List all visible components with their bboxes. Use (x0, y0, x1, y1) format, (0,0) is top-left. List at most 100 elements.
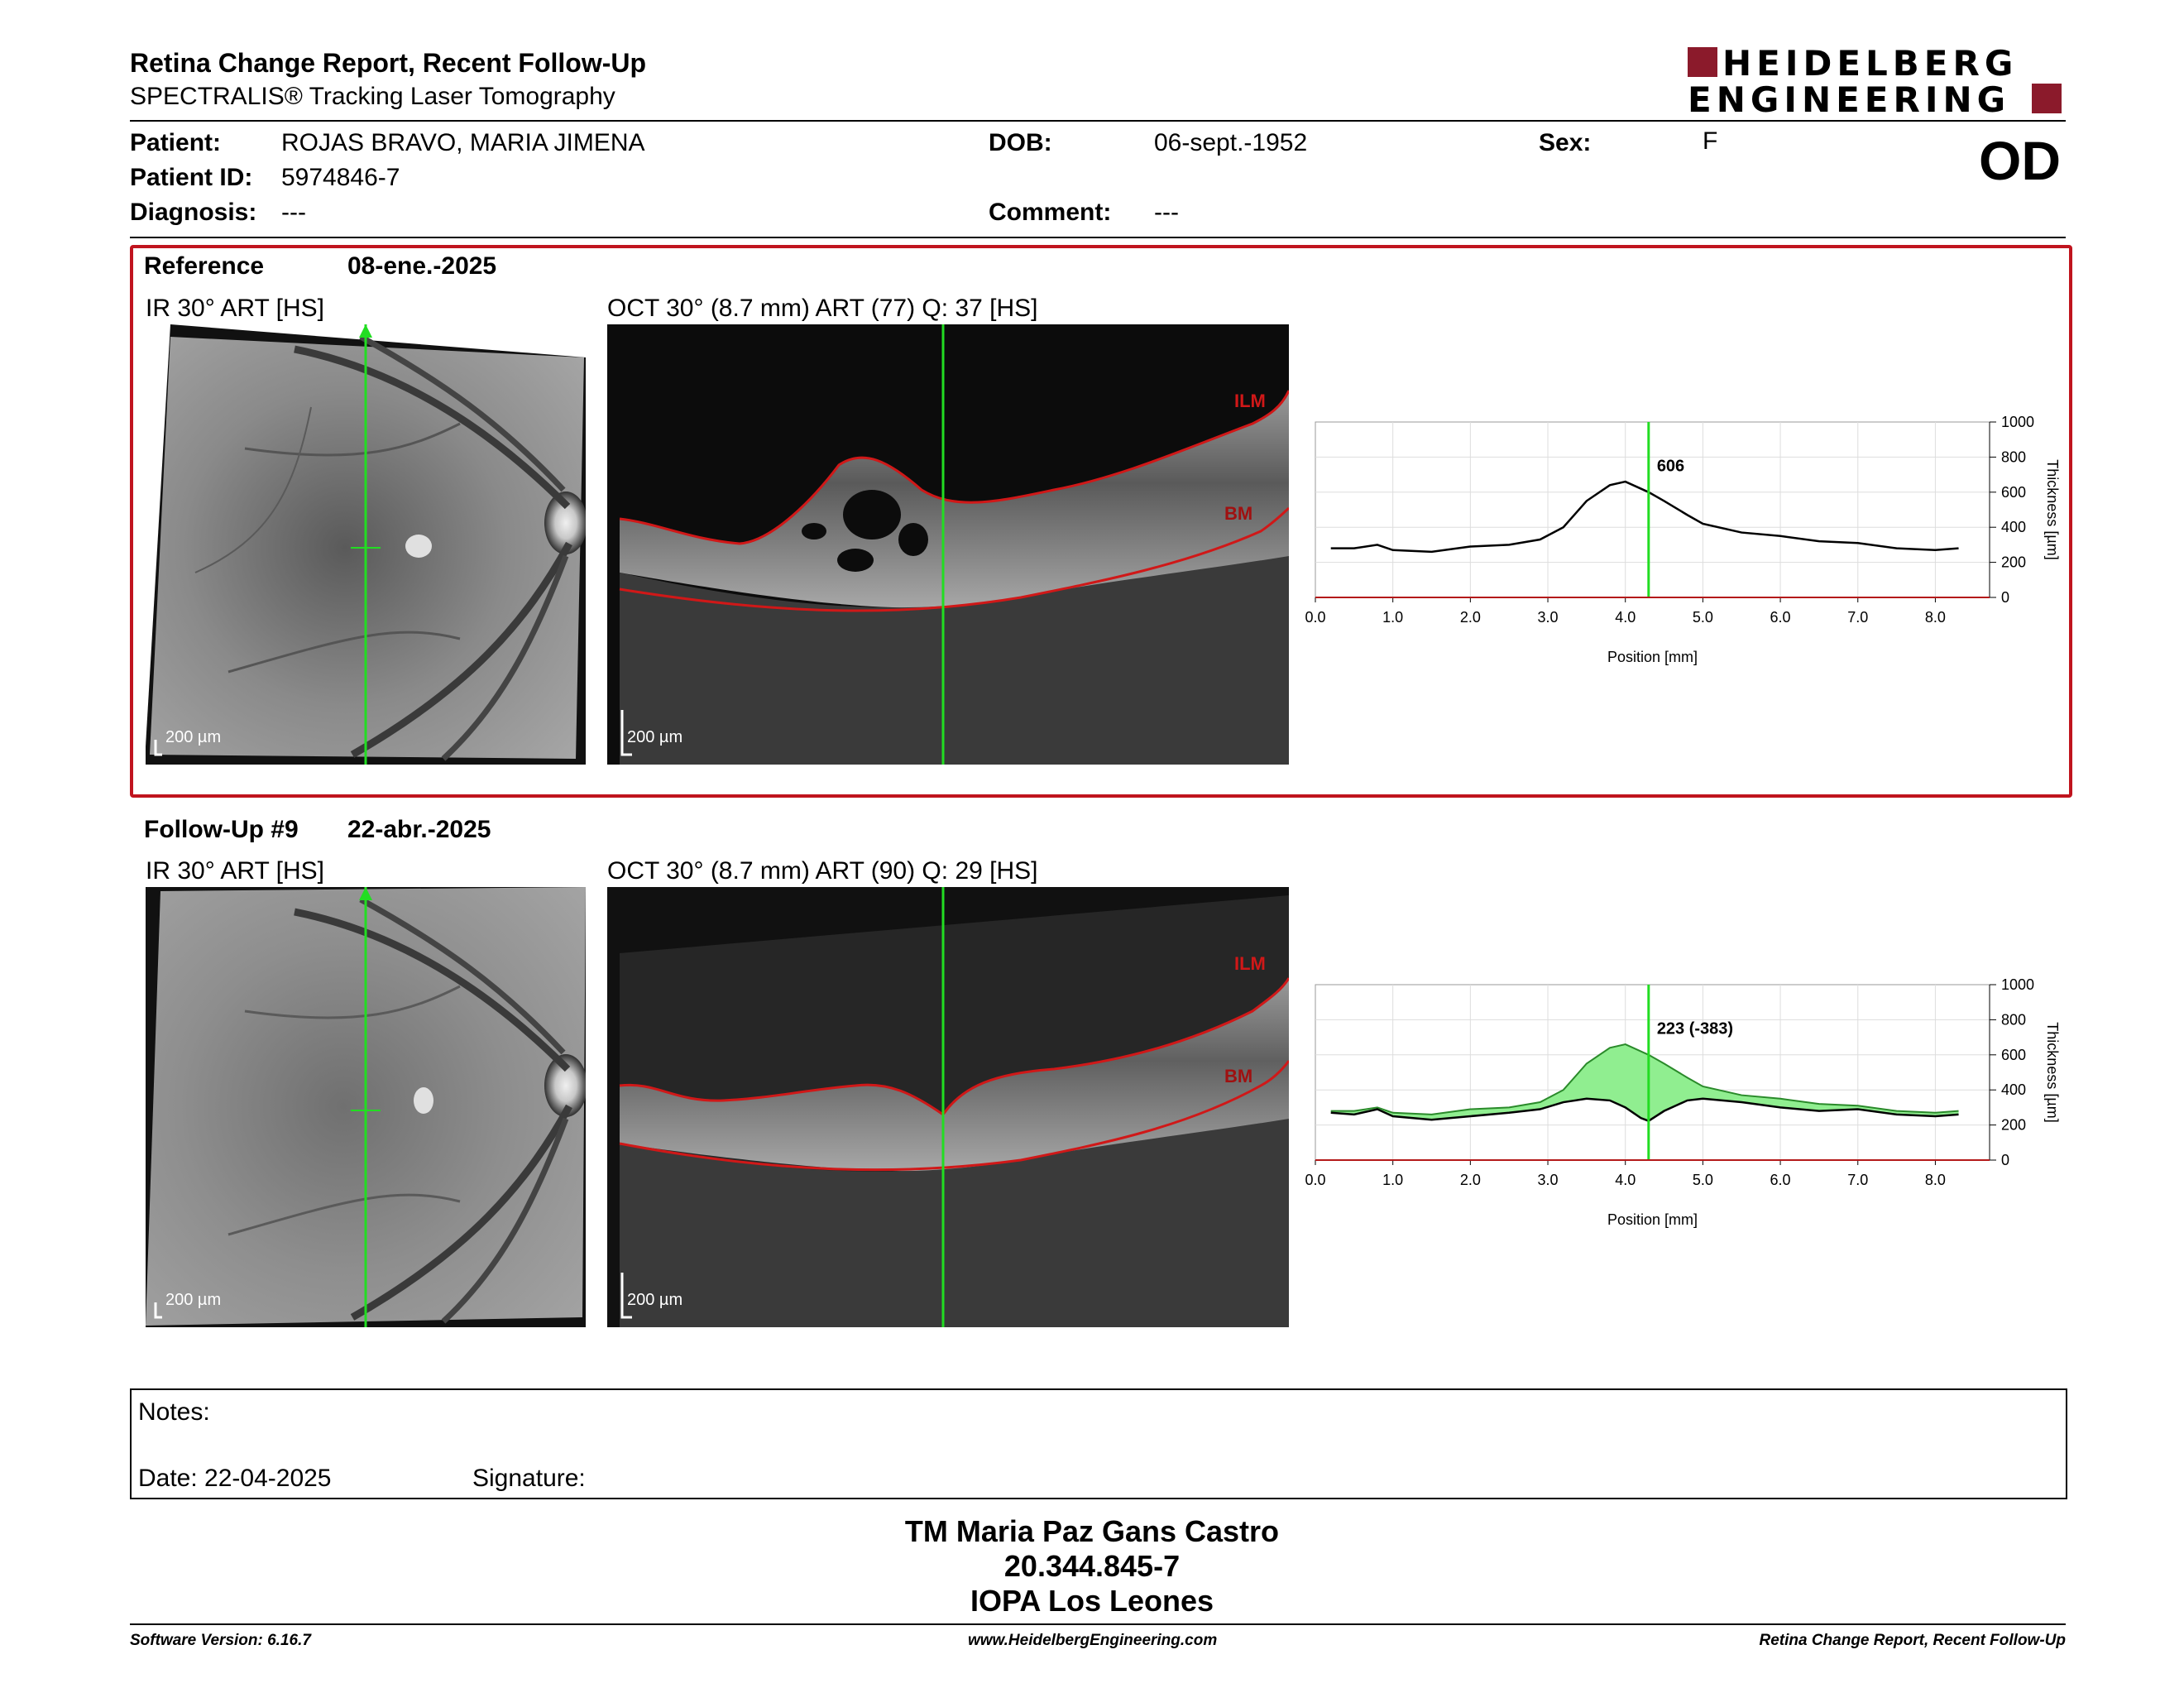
logo-square-bottom (2032, 84, 2062, 113)
x-tick-label: 2.0 (1460, 1172, 1481, 1188)
reference-ir-scale: 200 µm (165, 728, 222, 746)
patient-id-label: Patient ID: (130, 164, 253, 191)
x-tick-label: 4.0 (1615, 609, 1636, 626)
x-tick-label: 1.0 (1382, 1172, 1403, 1188)
sex-value: F (1703, 127, 1718, 155)
followup-ir-scale: 200 µm (165, 1291, 222, 1309)
x-tick-label: 5.0 (1693, 1172, 1713, 1188)
y-tick-label: 200 (2001, 554, 2026, 571)
y-tick-label: 0 (2001, 589, 2009, 606)
reference-ilm-label: ILM (1234, 391, 1266, 411)
footer-divider (130, 1623, 2066, 1625)
followup-oct-scale: 200 µm (627, 1291, 683, 1309)
diagnosis-label: Diagnosis: (130, 199, 257, 226)
followup-date: 22-abr.-2025 (347, 816, 491, 843)
x-tick-label: 8.0 (1925, 609, 1946, 626)
reference-ir-title: IR 30° ART [HS] (146, 295, 324, 322)
thickness-series-line (1330, 480, 1959, 554)
followup-thickness-chart: 0.0 1.0 2.0 3.0 4.0 5.0 6.0 7.0 8.0 0 200 400 600 800… (1305, 976, 2061, 1228)
x-tick-label: 0.0 (1305, 1172, 1325, 1188)
logo-line2: ENGINEERING (1688, 79, 2011, 120)
x-tick-label: 3.0 (1538, 1172, 1559, 1188)
reference-thickness-chart: 0.0 1.0 2.0 3.0 4.0 5.0 6.0 7.0 8.0 0 200 400 600 800… (1305, 414, 2061, 665)
reference-oct-title: OCT 30° (8.7 mm) ART (77) Q: 37 [HS] (607, 295, 1038, 322)
y-tick-label: 600 (2001, 484, 2026, 501)
x-tick-label: 4.0 (1615, 1172, 1636, 1188)
y-tick-label: 600 (2001, 1047, 2026, 1063)
x-tick-label: 3.0 (1538, 609, 1559, 626)
followup-oct-svg (607, 887, 1289, 1327)
y-tick-label: 0 (2001, 1152, 2009, 1168)
x-tick-label: 1.0 (1382, 609, 1403, 626)
y-tick-label: 1000 (2001, 414, 2034, 430)
reference-fundus-svg (146, 324, 587, 765)
reference-series-line (1330, 1043, 1959, 1115)
reference-oct-svg (607, 324, 1289, 765)
followup-ir-image: 200 µm (146, 887, 587, 1327)
reference-panel (130, 245, 2072, 798)
reference-oct-scale: 200 µm (627, 728, 683, 746)
x-axis-label: Position [mm] (1607, 1211, 1698, 1228)
signer-org: IOPA Los Leones (970, 1584, 1214, 1618)
x-tick-label: 7.0 (1847, 1172, 1868, 1188)
notes-box: Notes: Date: 22-04-2025 Signature: (130, 1388, 2067, 1499)
logo-line1: HEIDELBERG (1722, 43, 2019, 84)
report-subtitle: SPECTRALIS® Tracking Laser Tomography (130, 83, 615, 110)
x-tick-label: 6.0 (1770, 1172, 1791, 1188)
dob-label: DOB: (989, 129, 1052, 156)
report-title: Retina Change Report, Recent Follow-Up (130, 48, 647, 78)
signature-label: Signature: (472, 1465, 586, 1492)
brand-logo: HEIDELBERG ENGINEERING (1688, 46, 2068, 120)
reference-label: Reference (144, 252, 265, 280)
notes-date: Date: 22-04-2025 (138, 1465, 332, 1492)
logo-square-top (1688, 47, 1717, 77)
cursor-value-label: 223 (-383) (1657, 1019, 1733, 1038)
y-tick-label: 1000 (2001, 976, 2034, 993)
x-tick-label: 7.0 (1847, 609, 1868, 626)
notes-label: Notes: (138, 1398, 210, 1426)
x-tick-label: 0.0 (1305, 609, 1325, 626)
y-tick-label: 400 (2001, 519, 2026, 535)
patient-name: ROJAS BRAVO, MARIA JIMENA (281, 129, 645, 156)
diagnosis-value: --- (281, 199, 306, 226)
x-axis-label: Position [mm] (1607, 649, 1698, 665)
followup-label: Follow-Up #9 (144, 816, 299, 843)
x-tick-label: 6.0 (1770, 609, 1791, 626)
reference-date: 08-ene.-2025 (347, 252, 497, 280)
followup-ilm-label: ILM (1234, 953, 1266, 974)
followup-ir-title: IR 30° ART [HS] (146, 857, 324, 885)
x-tick-label: 5.0 (1693, 609, 1713, 626)
header-divider (130, 120, 2066, 122)
footer-software-version: Software Version: 6.16.7 (130, 1632, 311, 1649)
eye-indicator: OD (1979, 130, 2061, 191)
followup-fundus-svg (146, 887, 587, 1327)
dob-value: 06-sept.-1952 (1154, 129, 1308, 156)
comment-value: --- (1154, 199, 1179, 226)
patient-id: 5974846-7 (281, 164, 400, 191)
followup-oct-title: OCT 30° (8.7 mm) ART (90) Q: 29 [HS] (607, 857, 1038, 885)
y-tick-label: 800 (2001, 1011, 2026, 1028)
y-axis-label: Thickness [µm] (2044, 459, 2061, 559)
followup-oct-image: ILM BM 200 µm (607, 887, 1289, 1327)
cursor-value-label: 606 (1657, 457, 1684, 475)
comment-label: Comment: (989, 199, 1112, 226)
y-tick-label: 400 (2001, 1081, 2026, 1098)
y-axis-label: Thickness [µm] (2044, 1022, 2061, 1122)
reference-bm-label: BM (1224, 503, 1253, 524)
reference-ir-image: 200 µm (146, 324, 587, 765)
x-tick-label: 8.0 (1925, 1172, 1946, 1188)
signer-name: TM Maria Paz Gans Castro (904, 1514, 1280, 1548)
patient-divider (130, 237, 2066, 238)
signer-id: 20.344.845-7 (1003, 1549, 1181, 1583)
followup-series-line (1330, 1097, 1959, 1123)
reference-oct-image: ILM BM 200 µm (607, 324, 1289, 765)
footer-website[interactable]: www.HeidelbergEngineering.com (968, 1632, 1218, 1649)
footer-report-name: Retina Change Report, Recent Follow-Up (1759, 1632, 2066, 1649)
plot-area (1315, 421, 1990, 598)
followup-bm-label: BM (1224, 1066, 1253, 1086)
sex-label: Sex: (1539, 129, 1592, 156)
x-tick-label: 2.0 (1460, 609, 1481, 626)
patient-label: Patient: (130, 129, 222, 156)
y-tick-label: 800 (2001, 448, 2026, 465)
y-tick-label: 200 (2001, 1117, 2026, 1134)
